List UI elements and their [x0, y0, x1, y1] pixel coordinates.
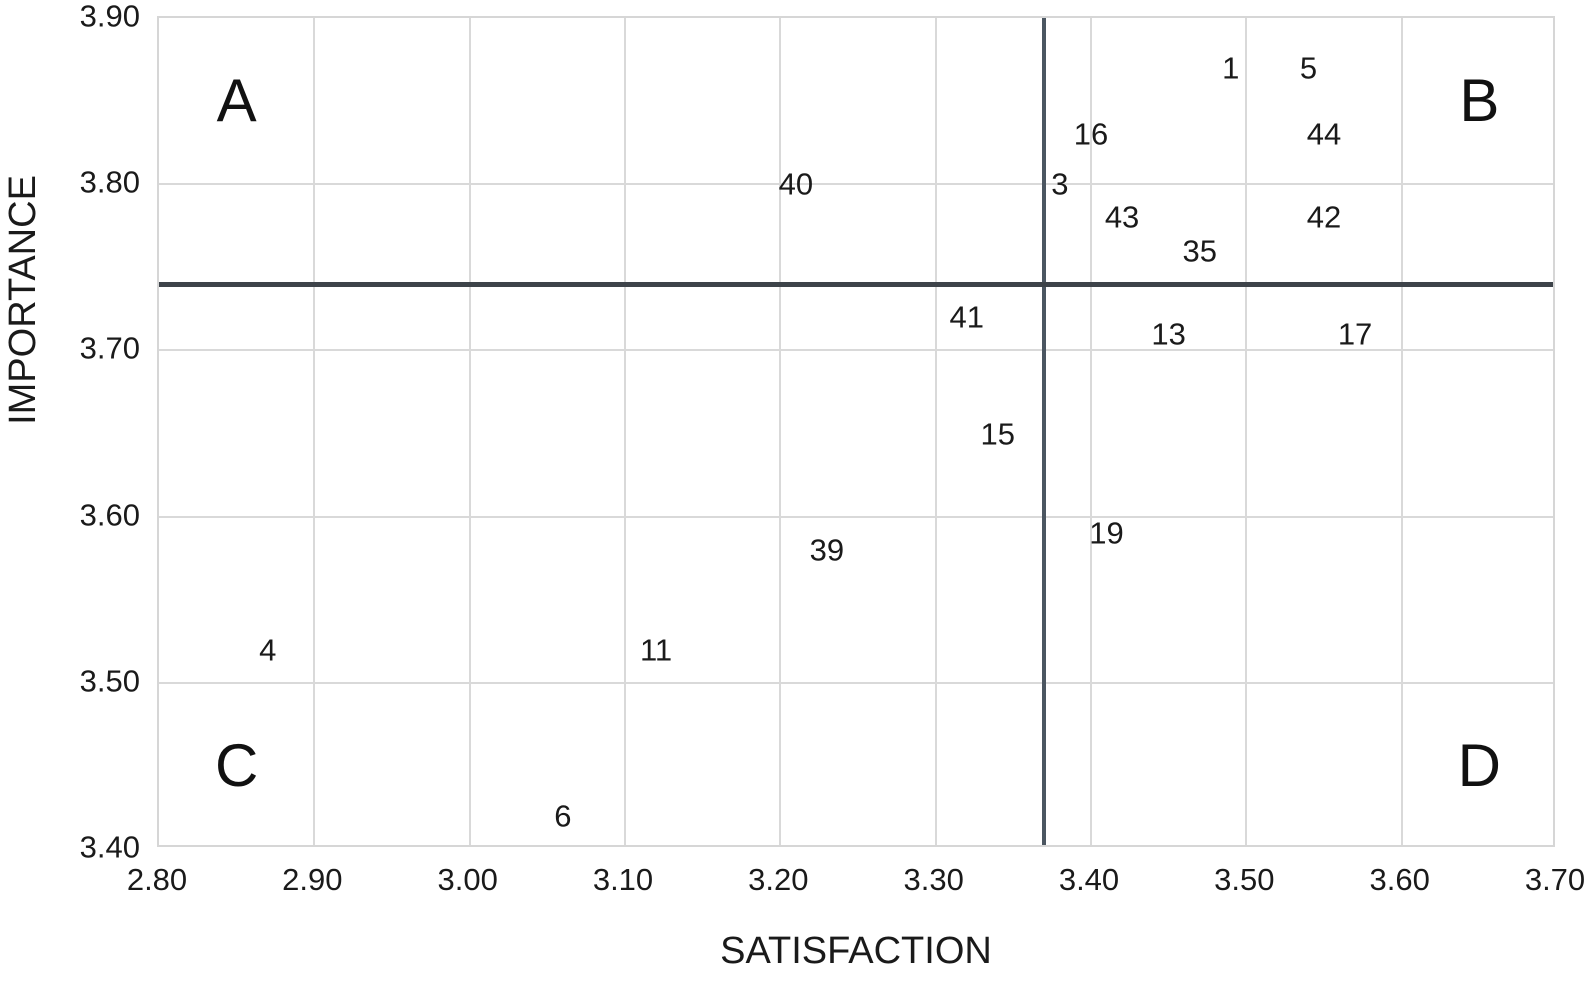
- x-tick-label: 3.40: [1058, 862, 1120, 897]
- vertical-gridline: [313, 18, 316, 845]
- point-label: 6: [554, 798, 572, 834]
- point-label: 42: [1306, 199, 1342, 235]
- point-label: 15: [980, 416, 1016, 451]
- x-tick-label: 3.70: [1524, 862, 1586, 897]
- y-tick-label: 3.40: [79, 829, 140, 865]
- vertical-gridline: [1090, 18, 1092, 845]
- vertical-gridline: [779, 18, 782, 845]
- horizontal-gridline: [159, 515, 1553, 518]
- y-tick-label: 3.80: [79, 164, 140, 200]
- point-label: 35: [1182, 233, 1217, 269]
- horizontal-gridline: [159, 183, 1553, 186]
- point-label: 40: [778, 166, 814, 202]
- y-tick-label: 3.90: [79, 0, 140, 34]
- x-tick-label: 2.90: [282, 862, 343, 897]
- quadrant-label-c: C: [214, 731, 259, 799]
- point-label: 16: [1073, 116, 1109, 152]
- horizontal-gridline: [159, 349, 1553, 352]
- crosshair-horizontal-line: [159, 281, 1553, 287]
- point-label: 13: [1151, 316, 1186, 352]
- x-axis-title: SATISFACTION: [720, 930, 992, 972]
- vertical-gridline: [1400, 18, 1403, 845]
- plot-area: A B C D 1 5 16 44 40 3 43 42 35 41 13 17 15 19 39 4 11 6: [157, 16, 1555, 847]
- x-tick-label: 3.00: [437, 862, 498, 897]
- quadrant-label-d: D: [1457, 731, 1501, 799]
- point-label: 11: [639, 632, 673, 668]
- point-label: 19: [1089, 515, 1124, 551]
- quadrant-label-b: B: [1459, 67, 1500, 135]
- y-axis-title: IMPORTANCE: [2, 175, 44, 425]
- x-tick-label: 3.20: [748, 862, 809, 897]
- point-label: 43: [1104, 199, 1140, 235]
- y-tick-label: 3.50: [79, 663, 140, 699]
- horizontal-gridline: [159, 681, 1553, 684]
- crosshair-vertical-line: [1042, 18, 1047, 845]
- vertical-gridline: [934, 18, 937, 845]
- vertical-gridline: [468, 18, 471, 845]
- x-tick-label: 3.30: [903, 862, 964, 897]
- point-label: 17: [1337, 316, 1373, 352]
- x-tick-label: 3.50: [1214, 862, 1275, 897]
- point-label: 41: [949, 299, 984, 335]
- point-label: 5: [1299, 50, 1318, 86]
- point-label: 44: [1306, 116, 1342, 152]
- point-label: 1: [1222, 50, 1240, 86]
- point-label: 39: [809, 532, 845, 568]
- quadrant-label-a: A: [216, 67, 257, 135]
- vertical-gridline: [1245, 18, 1248, 845]
- point-label: 4: [259, 632, 277, 668]
- point-label: 3: [1051, 166, 1069, 202]
- x-tick-label: 2.80: [126, 862, 188, 897]
- x-tick-label: 3.60: [1369, 862, 1430, 897]
- x-tick-label: 3.10: [592, 862, 654, 897]
- y-tick-label: 3.60: [79, 497, 140, 533]
- vertical-gridline: [624, 18, 626, 845]
- y-tick-label: 3.70: [79, 330, 140, 366]
